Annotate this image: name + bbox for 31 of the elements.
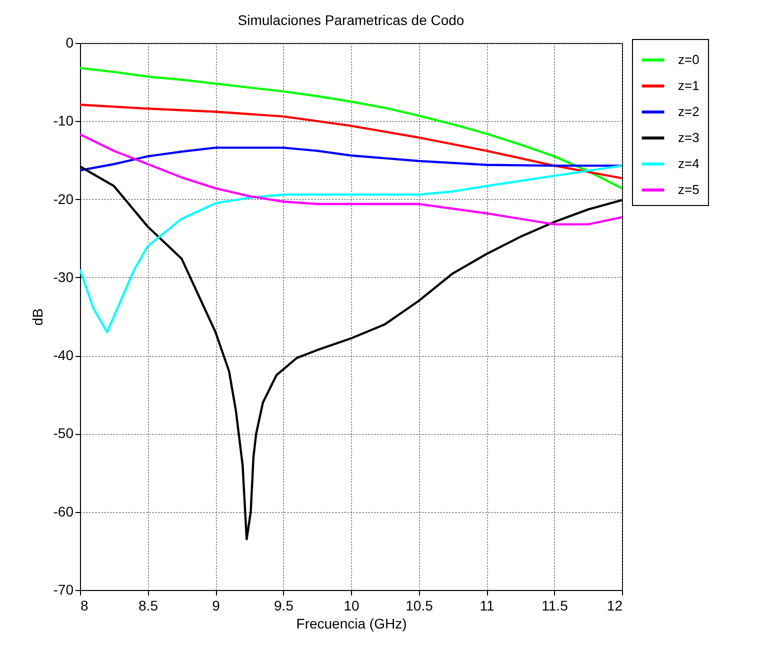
legend-label: z=1	[678, 78, 700, 93]
y-tick-label: -30	[53, 268, 74, 285]
legend-label: z=5	[678, 182, 700, 197]
x-tick-label: 9	[212, 598, 220, 614]
x-tick-label: 12	[606, 598, 623, 614]
y-tick-label: -40	[53, 347, 74, 364]
x-tick-label: 11	[480, 598, 494, 614]
line-series	[80, 146, 622, 172]
y-tick-label: -50	[53, 425, 74, 442]
line-series	[80, 164, 622, 334]
x-tick-label: 8	[80, 598, 88, 614]
x-tick-label: 11.5	[542, 598, 568, 614]
x-tick-label: 9.5	[274, 598, 294, 614]
line-series	[80, 133, 622, 226]
legend-label: z=2	[678, 104, 700, 119]
legend-label: z=3	[678, 130, 700, 145]
legend-label: z=4	[678, 156, 700, 171]
line-series	[80, 66, 622, 190]
x-tick-label: 10.5	[406, 598, 434, 614]
x-axis-title: Frecuencia (GHz)	[296, 616, 407, 632]
y-tick-label: -70	[53, 582, 74, 598]
y-axis-title: dB	[29, 308, 46, 326]
legend-label: z=0	[678, 52, 700, 67]
y-tick-label: 0	[66, 34, 74, 50]
chart-title: Simulaciones Parametricas de Codo	[238, 12, 464, 28]
line-series	[80, 104, 622, 180]
x-tick-label: 10	[344, 598, 360, 614]
y-tick-label: -20	[53, 190, 74, 207]
y-tick-label: -10	[53, 112, 74, 129]
x-tick-label: 8.5	[138, 598, 158, 614]
y-tick-label: -60	[53, 503, 74, 520]
